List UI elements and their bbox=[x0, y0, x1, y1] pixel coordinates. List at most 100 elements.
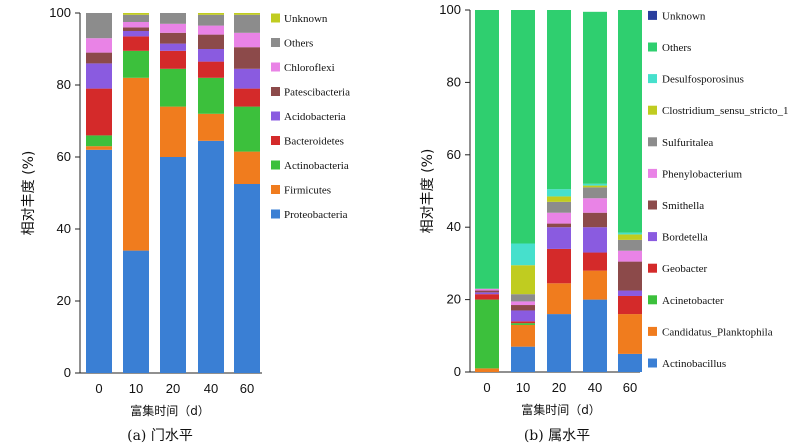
legend-label: Actinobacillus bbox=[662, 358, 726, 370]
bar-segment-bordetella bbox=[547, 227, 571, 249]
bar-segment-candidatus-planktophila bbox=[475, 368, 499, 372]
bar-segment-phenylobacterium bbox=[618, 250, 642, 262]
bar-segment-smithella bbox=[475, 290, 499, 293]
bar-segment-geobacter bbox=[618, 295, 642, 315]
legend-swatch bbox=[271, 13, 280, 23]
legend-swatch bbox=[648, 10, 657, 20]
bar-segment-bordetella bbox=[618, 290, 642, 296]
y-axis-title: 相对丰度 (%) bbox=[420, 149, 436, 234]
legend-label: Phenylobacterium bbox=[662, 168, 742, 180]
y-tick-label: 0 bbox=[454, 364, 461, 379]
bar-segment-others bbox=[86, 13, 112, 39]
legend-label: Unknown bbox=[284, 13, 328, 25]
bar-segment-unknown bbox=[198, 13, 224, 15]
y-tick-label: 100 bbox=[439, 2, 461, 17]
bar-segment-actinobacillus bbox=[583, 299, 607, 372]
panel-caption: (b) 属水平 bbox=[524, 428, 590, 444]
bar-segment-actinobacteria bbox=[86, 135, 112, 147]
bar-segment-firmicutes bbox=[234, 151, 260, 184]
legend-label: Desulfosporosinus bbox=[662, 74, 744, 86]
x-axis-title: 富集时间（d） bbox=[130, 403, 210, 418]
bar-segment-desulfosporosinus bbox=[618, 232, 642, 235]
bar-segment-geobacter bbox=[511, 321, 535, 324]
bar-segment-proteobacteria bbox=[160, 157, 186, 373]
legend-swatch bbox=[648, 358, 657, 368]
x-tick-label: 40 bbox=[204, 381, 218, 396]
x-tick-label: 10 bbox=[129, 381, 143, 396]
bar-segment-clostridium-sensu-stricto-1 bbox=[583, 185, 607, 188]
legend-swatch bbox=[271, 62, 280, 72]
legend-swatch bbox=[271, 38, 280, 47]
bar-segment-others bbox=[234, 14, 260, 33]
legend-label: Bacteroidetes bbox=[284, 136, 344, 148]
bar-segment-others bbox=[475, 10, 499, 289]
chart-panel-b: 0 20 40 60 80 100 0 10 20 40 60 相对丰度 (%) 富集时间（d） (b) … bbox=[420, 2, 789, 444]
bar-segment-proteobacteria bbox=[123, 250, 149, 373]
bar-segment-bordetella bbox=[511, 310, 535, 322]
bar-segment-chloroflexi bbox=[86, 38, 112, 53]
bar-segment-acidobacteria bbox=[160, 43, 186, 51]
bar-segment-chloroflexi bbox=[160, 23, 186, 33]
bar-segment-chloroflexi bbox=[198, 25, 224, 35]
bar-segment-proteobacteria bbox=[86, 149, 112, 373]
bar-segment-clostridium-sensu-stricto-1 bbox=[547, 196, 571, 202]
bar-segment-actinobacteria bbox=[160, 68, 186, 107]
x-tick-label: 0 bbox=[95, 381, 102, 396]
bar-segment-smithella bbox=[618, 261, 642, 291]
chart-panel-a: 0 20 40 60 80 100 0 10 20 40 60 相对丰度 (%) 富集时间（d） (a) … bbox=[21, 5, 350, 444]
bar-segment-smithella bbox=[511, 305, 535, 311]
bar-segment-sulfuritalea bbox=[583, 187, 607, 199]
x-tick-label: 40 bbox=[588, 380, 602, 395]
bar-segment-acidobacteria bbox=[234, 68, 260, 89]
legend-swatch bbox=[271, 209, 280, 219]
bar-segment-chloroflexi bbox=[234, 32, 260, 48]
y-tick-label: 80 bbox=[57, 77, 71, 92]
bar-segment-others bbox=[583, 11, 607, 184]
legend-label: Geobacter bbox=[662, 263, 708, 275]
legend-swatch bbox=[271, 111, 280, 121]
y-tick-label: 40 bbox=[447, 219, 461, 234]
bar-segment-chloroflexi bbox=[123, 22, 149, 28]
bar-segment-smithella bbox=[583, 212, 607, 228]
bar-segment-others bbox=[160, 13, 186, 24]
bar-segment-actinobacillus bbox=[547, 314, 571, 372]
legend: Proteobacteria Firmicutes Actinobacteria Ba… bbox=[271, 13, 350, 221]
x-axis-title: 富集时间（d） bbox=[521, 402, 601, 417]
bar-segment-bordetella bbox=[475, 292, 499, 295]
bar-segment-unknown bbox=[234, 13, 260, 15]
bar-segment-patescibacteria bbox=[198, 34, 224, 49]
bar-segment-bordetella bbox=[583, 227, 607, 253]
bar-segment-smithella bbox=[547, 223, 571, 228]
legend-swatch bbox=[648, 105, 657, 115]
panel-caption: (a) 门水平 bbox=[127, 428, 193, 444]
legend-swatch bbox=[271, 160, 280, 170]
legend-swatch bbox=[648, 74, 657, 84]
x-tick-label: 60 bbox=[240, 381, 254, 396]
bar-segment-others bbox=[618, 10, 642, 233]
bar-segment-bacteroidetes bbox=[123, 36, 149, 51]
bar-segment-acidobacteria bbox=[86, 63, 112, 89]
legend-swatch bbox=[271, 185, 280, 194]
bar-segment-firmicutes bbox=[86, 146, 112, 150]
bar-segment-actinobacteria bbox=[234, 106, 260, 152]
legend-label: Firmicutes bbox=[284, 185, 331, 197]
y-tick-label: 20 bbox=[447, 292, 461, 307]
bar-segment-acidobacteria bbox=[123, 31, 149, 37]
legend-swatch bbox=[648, 42, 657, 52]
x-tick-label: 0 bbox=[483, 380, 490, 395]
bar-segment-patescibacteria bbox=[86, 52, 112, 64]
legend-label: Chloroflexi bbox=[284, 62, 335, 74]
legend-label: Others bbox=[284, 38, 313, 50]
y-tick-label: 60 bbox=[57, 149, 71, 164]
bar-segment-geobacter bbox=[583, 252, 607, 271]
bar-segment-desulfosporosinus bbox=[583, 183, 607, 186]
bar-segment-acidobacteria bbox=[198, 49, 224, 62]
bar-segment-actinobacillus bbox=[618, 353, 642, 372]
legend-label: Bordetella bbox=[662, 232, 708, 244]
bar-segment-others bbox=[511, 10, 535, 244]
bar-segment-desulfosporosinus bbox=[511, 243, 535, 266]
bar-segment-phenylobacterium bbox=[583, 198, 607, 213]
legend-swatch bbox=[648, 326, 657, 336]
y-tick-label: 100 bbox=[49, 5, 71, 20]
